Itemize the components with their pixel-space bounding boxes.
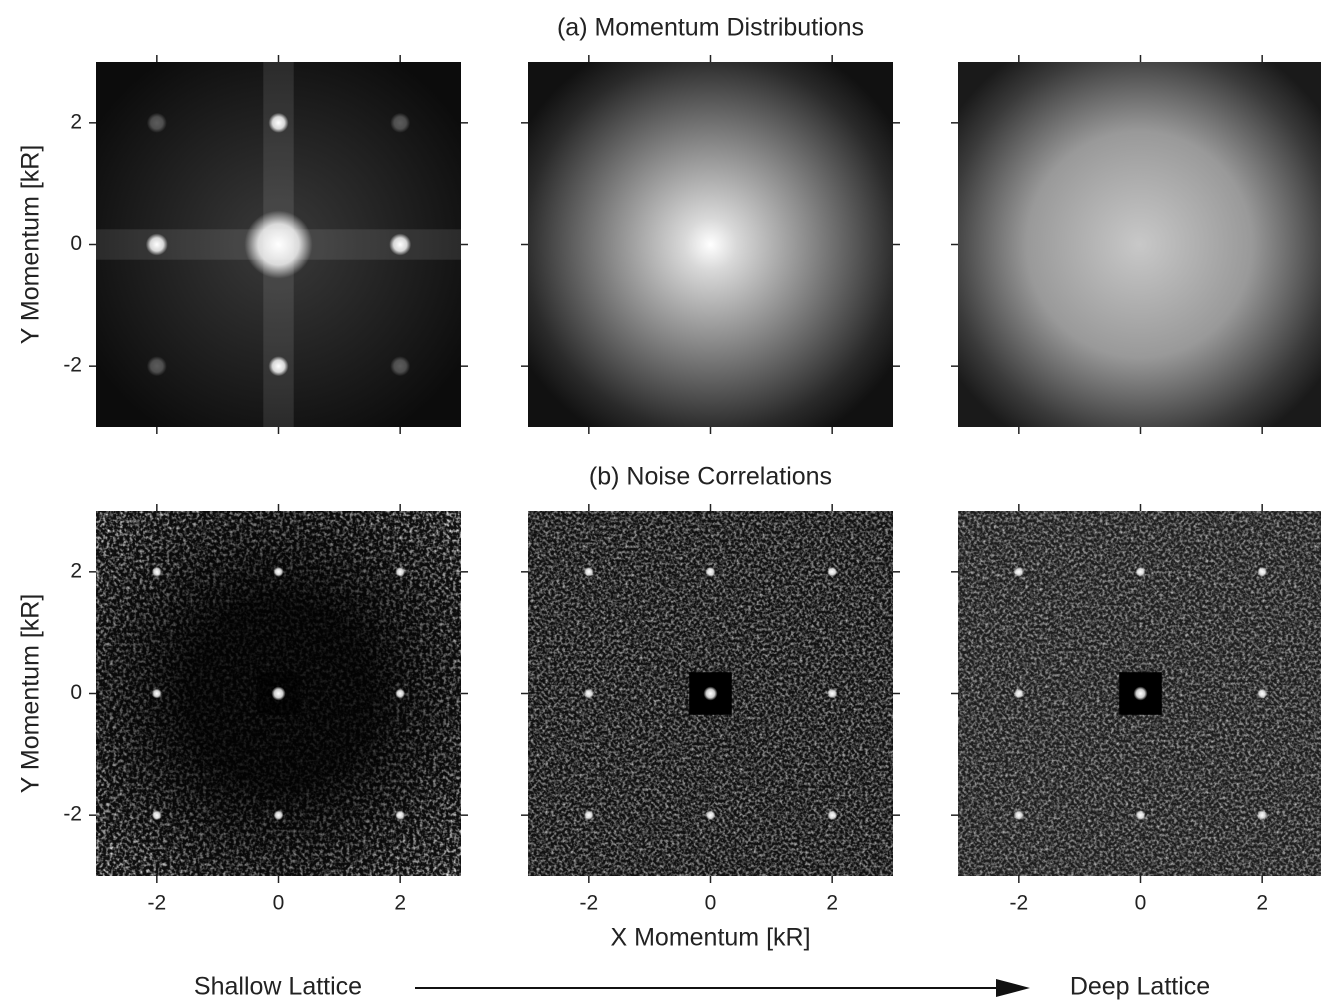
y-tick-label: -2	[63, 354, 82, 377]
x-tick-label: -2	[147, 892, 166, 915]
peak	[151, 688, 162, 699]
image	[528, 62, 893, 427]
peak	[146, 112, 167, 133]
peak	[827, 688, 838, 699]
x-tick-label: -2	[579, 892, 598, 915]
y-tick-label: 0	[70, 232, 82, 255]
y-tick-label: 2	[70, 110, 82, 133]
peak	[1013, 688, 1024, 699]
peak	[273, 566, 284, 577]
peak	[271, 686, 286, 701]
y-axis-label: Y Momentum [kR]	[17, 594, 45, 794]
x-axis-label: X Momentum [kR]	[610, 924, 810, 952]
peak	[244, 210, 313, 279]
y-axis-label: Y Momentum [kR]	[17, 145, 45, 345]
peak	[395, 810, 406, 821]
peak	[1133, 686, 1148, 701]
x-tick-label: 0	[273, 892, 285, 915]
peak	[273, 810, 284, 821]
shallow-label: Shallow Lattice	[194, 973, 362, 1001]
peak	[1257, 688, 1268, 699]
peak	[703, 686, 718, 701]
deep-label: Deep Lattice	[1070, 973, 1210, 1001]
peak	[268, 356, 289, 377]
image	[958, 62, 1321, 427]
peak	[390, 356, 411, 377]
peak	[583, 810, 594, 821]
panel-title: (b) Noise Correlations	[589, 463, 832, 491]
peak	[395, 688, 406, 699]
y-tick-label: -2	[63, 803, 82, 826]
panel	[958, 511, 1321, 876]
peak	[1135, 566, 1146, 577]
y-tick-label: 0	[70, 681, 82, 704]
panel-title: (a) Momentum Distributions	[557, 14, 864, 42]
x-tick-label: 0	[705, 892, 717, 915]
peak	[1013, 566, 1024, 577]
peak	[1257, 566, 1268, 577]
x-tick-label: 0	[1135, 892, 1147, 915]
peak	[151, 566, 162, 577]
panel	[958, 62, 1321, 427]
peak	[1135, 810, 1146, 821]
peak	[268, 112, 289, 133]
panel	[96, 62, 461, 427]
panel	[96, 511, 461, 876]
peak	[151, 810, 162, 821]
x-tick-label: -2	[1009, 892, 1028, 915]
peak	[145, 233, 168, 256]
peak	[827, 810, 838, 821]
panel	[528, 511, 893, 876]
peak	[705, 566, 716, 577]
peak	[1257, 810, 1268, 821]
peak	[1013, 810, 1024, 821]
peak	[583, 566, 594, 577]
x-tick-label: 2	[394, 892, 406, 915]
peak	[827, 566, 838, 577]
arrow-head	[996, 979, 1030, 997]
peak	[395, 566, 406, 577]
peak	[583, 688, 594, 699]
peak	[390, 112, 411, 133]
x-tick-label: 2	[1256, 892, 1268, 915]
peak	[389, 233, 412, 256]
x-tick-label: 2	[826, 892, 838, 915]
y-tick-label: 2	[70, 559, 82, 582]
peak	[705, 810, 716, 821]
panel	[528, 62, 893, 427]
peak	[146, 356, 167, 377]
